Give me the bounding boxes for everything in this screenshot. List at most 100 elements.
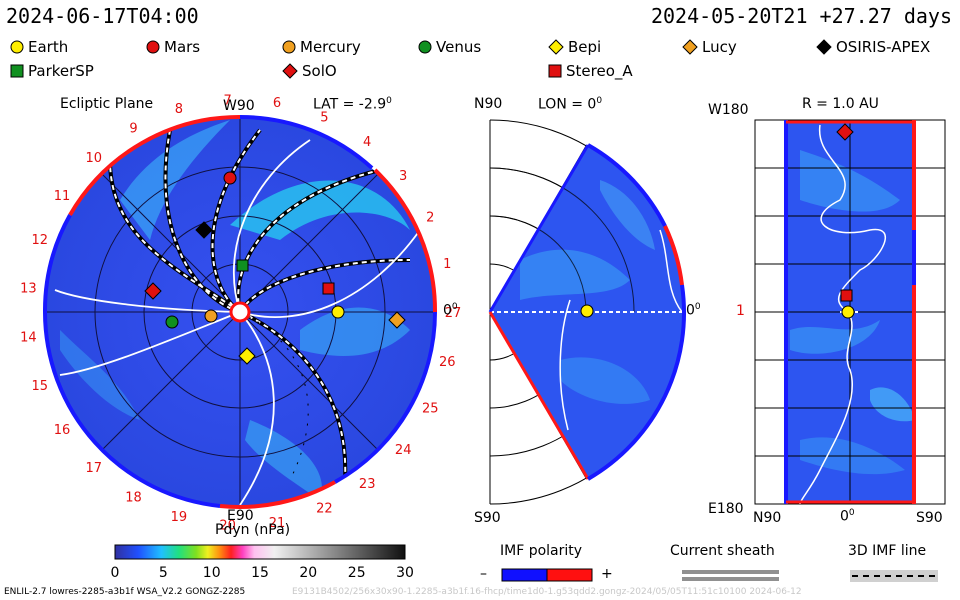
stereo-a-marker (322, 282, 335, 295)
solo-marker (144, 282, 162, 300)
parkersp-marker (236, 259, 249, 272)
carrington-tick-label: 12 (32, 233, 49, 248)
ecliptic-bottom-label: E90 (227, 508, 254, 524)
carrington-tick-label: 27 (445, 306, 462, 321)
carrington-tick-label: 4 (363, 135, 371, 150)
legend-label: Mars (164, 38, 201, 56)
ecliptic-top-label: W90 (223, 98, 255, 114)
legend-label: OSIRIS-APEX (836, 38, 931, 56)
carrington-tick-label: 11 (54, 189, 71, 204)
carrington-tick-label: 22 (316, 502, 333, 517)
carrington-ticks: 20 21222324252627123456789101112131415161… (20, 93, 461, 533)
earth-marker-meridional (580, 304, 594, 318)
legend-marker-icon (816, 39, 832, 55)
legend-item-stereo-a: Stereo_A (548, 62, 633, 80)
imf-line-sample (850, 570, 938, 582)
colorbar-tick-label: 25 (348, 565, 366, 581)
carrington-tick-label: 2 (426, 210, 434, 225)
carrington-tick-label: 20 (219, 519, 236, 534)
radial-bottom-s: S90 (916, 510, 943, 526)
colorbar-tick-label: 15 (251, 565, 269, 581)
carrington-tick-label: 15 (32, 379, 49, 394)
legend-label: Mercury (300, 38, 361, 56)
lucy-marker (388, 311, 406, 329)
ecliptic-title: Ecliptic Plane (60, 96, 154, 112)
colorbar-tick-label: 0 (111, 565, 120, 581)
carrington-tick-label: 13 (20, 281, 37, 296)
osiris-apex-marker (195, 221, 213, 239)
earth-marker-radial (841, 305, 855, 319)
legend-item-parkersp: ParkerSP (10, 62, 94, 80)
legend-label: Venus (436, 38, 482, 56)
legend-item-mercury: Mercury (282, 38, 361, 56)
carrington-tick-label: 10 (86, 151, 103, 166)
meridional-top-label: N90 (474, 96, 503, 112)
carrington-tick-label: 26 (439, 355, 456, 370)
colorbar-tick-label: 5 (159, 565, 168, 581)
legend-marker-icon (682, 39, 698, 55)
footer-left: ENLIL-2.7 lowres-2285-a3b1f WSA_V2.2 GON… (4, 587, 246, 597)
legend-label: SolO (302, 62, 337, 80)
meridional-right-label: 00 (686, 302, 701, 319)
legend-label: Earth (28, 38, 69, 56)
carrington-tick-label: 1 (443, 257, 451, 272)
pdyn-colorbar (114, 544, 406, 560)
legend-item-osiris-apex: OSIRIS-APEX (816, 38, 930, 56)
carrington-tick-label: 18 (125, 491, 142, 506)
solo-marker-radial (836, 123, 854, 141)
radial-top-left: W180 (708, 102, 749, 118)
radial-panel-plot (754, 119, 946, 505)
current-sheath-title: Current sheath (670, 543, 775, 559)
colorbar-title: Pdyn (nPa) (215, 522, 291, 538)
bepi-marker (238, 347, 256, 365)
radial-mid-left: 1 (736, 303, 745, 319)
radial-bottom-n: N90 (753, 510, 782, 526)
mercury-marker (204, 309, 218, 323)
timestamp: 2024-06-17T04:00 (6, 4, 199, 28)
imf-minus-label: – (480, 566, 487, 582)
legend-marker-icon (548, 64, 562, 78)
imf-plus-label: + (601, 566, 613, 582)
carrington-tick-label: 23 (359, 477, 376, 492)
legend-marker-icon (146, 40, 160, 54)
carrington-tick-label: 8 (175, 102, 183, 117)
legend-label: Bepi (568, 38, 602, 56)
legend-marker-icon (282, 63, 298, 79)
carrington-tick-label: 19 (171, 510, 188, 525)
current-sheath-sample (682, 570, 779, 581)
legend-marker-icon (10, 64, 24, 78)
imf-positive-swatch (546, 568, 593, 582)
legend-item-mars: Mars (146, 38, 200, 56)
meridional-lon-label: LON = 00 (538, 96, 603, 113)
legend-item-solo: SolO (282, 62, 337, 80)
legend-marker-icon (418, 40, 432, 54)
radial-r-label: R = 1.0 AU (802, 96, 879, 112)
carrington-tick-label: 5 (320, 110, 328, 125)
legend-item-earth: Earth (10, 38, 68, 56)
meridional-bottom-label: S90 (474, 510, 501, 526)
legend-marker-icon (548, 39, 564, 55)
colorbar-tick-label: 20 (299, 565, 317, 581)
carrington-tick-label: 24 (395, 443, 412, 458)
carrington-tick-label: 14 (20, 331, 37, 346)
venus-marker (165, 315, 179, 329)
radial-bottom-left: E180 (708, 501, 744, 517)
radial-bottom-mid: 00 (840, 508, 855, 525)
carrington-tick-label: 6 (273, 96, 281, 111)
mars-marker (223, 171, 237, 185)
carrington-tick-label: 9 (129, 122, 137, 137)
carrington-tick-label: 17 (86, 461, 103, 476)
run-label: 2024-05-20T21 +27.27 days (650, 4, 952, 28)
ecliptic-right-label: 00 (443, 302, 458, 319)
ecliptic-lat-label: LAT = -2.90 (313, 96, 392, 113)
footer-right: E9131B4502/256x30x90-1.2285-a3b1f.16-fhc… (292, 587, 802, 597)
colorbar-tick-label: 30 (396, 565, 414, 581)
legend-marker-icon (282, 40, 296, 54)
colorbar-tick-label: 10 (203, 565, 221, 581)
sun-marker (229, 301, 251, 323)
stereo-a-marker-radial (840, 289, 853, 302)
legend-item-venus: Venus (418, 38, 481, 56)
legend-label: Lucy (702, 38, 737, 56)
carrington-tick-label: 21 (269, 516, 286, 531)
